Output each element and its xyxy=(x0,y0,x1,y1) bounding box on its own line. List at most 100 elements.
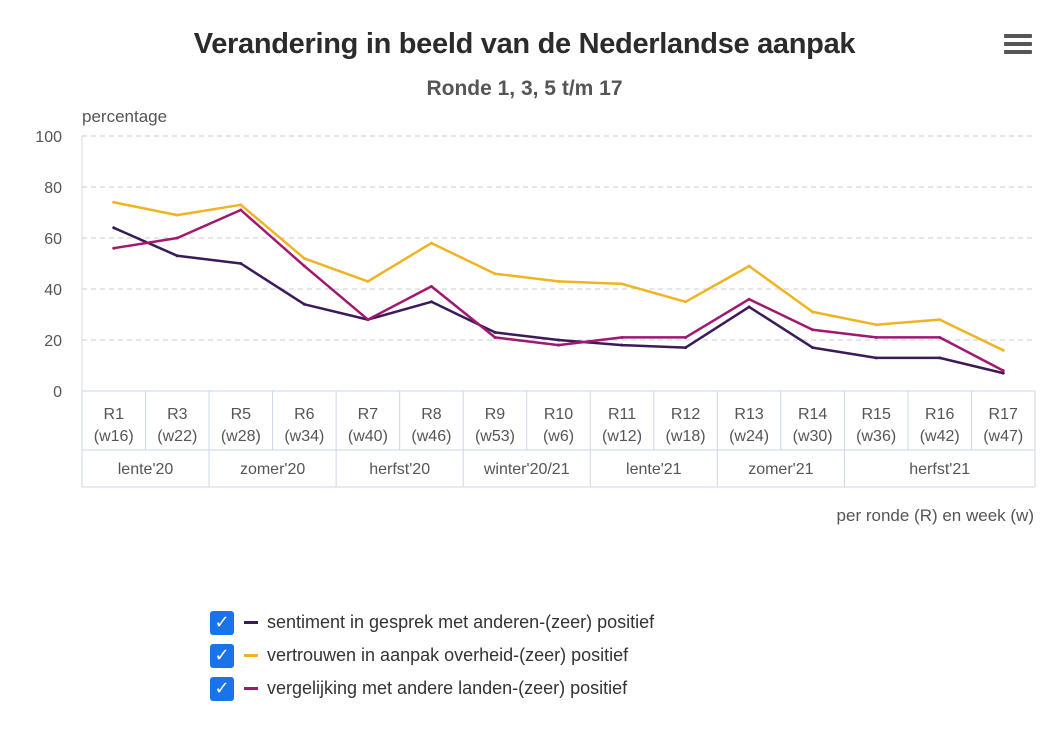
data-point xyxy=(302,302,306,306)
data-point xyxy=(112,226,116,230)
x-tick-round: R11 xyxy=(608,406,636,423)
data-point xyxy=(874,356,878,360)
data-point xyxy=(302,256,306,260)
data-point xyxy=(684,346,688,350)
data-point xyxy=(684,300,688,304)
legend-item-2[interactable]: ✓ vertrouwen in aanpak overheid-(zeer) po… xyxy=(210,639,654,672)
y-tick-label: 80 xyxy=(44,180,62,197)
x-tick-week: (w6) xyxy=(543,428,574,445)
series-line-1 xyxy=(112,226,1005,375)
chart-legend: ✓ sentiment in gesprek met anderen-(zeer)… xyxy=(210,606,654,705)
data-point xyxy=(366,279,370,283)
legend-item-3[interactable]: ✓ vergelijking met andere landen-(zeer) p… xyxy=(210,672,654,705)
data-point xyxy=(874,323,878,327)
legend-label: vergelijking met andere landen-(zeer) po… xyxy=(267,678,628,698)
data-point xyxy=(175,213,179,217)
chart-title: Verandering in beeld van de Nederlandse … xyxy=(193,28,856,60)
data-point xyxy=(493,330,497,334)
season-label: herfst'20 xyxy=(369,461,430,478)
data-point xyxy=(938,318,942,322)
x-tick-week: (w22) xyxy=(157,428,197,445)
x-tick-week: (w53) xyxy=(475,428,515,445)
data-point xyxy=(366,318,370,322)
data-point xyxy=(112,200,116,204)
season-label: zomer'21 xyxy=(748,461,813,478)
x-tick-round: R6 xyxy=(294,406,315,423)
data-point xyxy=(239,208,243,212)
line-chart: 0 20 40 60 80 100 R1 (w16) R3 (w22) R5 (w28) R6 (w34)… xyxy=(35,129,1036,488)
data-point xyxy=(811,328,815,332)
season-label: lente'20 xyxy=(118,461,174,478)
legend-swatch xyxy=(244,621,258,624)
x-tick-round: R1 xyxy=(104,406,125,423)
x-tick-round: R15 xyxy=(861,406,890,423)
x-tick-round: R10 xyxy=(544,406,573,423)
season-label: zomer'20 xyxy=(240,461,305,478)
season-label: winter'20/21 xyxy=(483,461,570,478)
x-tick-round: R5 xyxy=(231,406,252,423)
legend-item-1[interactable]: ✓ sentiment in gesprek met anderen-(zeer)… xyxy=(210,606,654,639)
x-tick-week: (w18) xyxy=(666,428,706,445)
data-point xyxy=(557,338,560,342)
x-tick-round: R3 xyxy=(167,406,188,423)
x-tick-round: R12 xyxy=(671,406,700,423)
x-tick-round: R17 xyxy=(989,406,1018,423)
x-axis-label: per ronde (R) en week (w) xyxy=(836,506,1034,525)
x-tick-week: (w30) xyxy=(793,428,833,445)
x-tick-round: R7 xyxy=(358,406,379,423)
data-point xyxy=(938,356,942,360)
legend-swatch xyxy=(244,687,258,690)
data-point xyxy=(1001,348,1005,352)
data-point xyxy=(239,203,243,207)
checkbox-checked-icon[interactable]: ✓ xyxy=(210,610,234,635)
x-tick-week: (w16) xyxy=(94,428,134,445)
data-point xyxy=(1001,371,1005,375)
data-point xyxy=(429,300,433,304)
x-tick-week: (w47) xyxy=(983,428,1023,445)
x-tick-round: R16 xyxy=(925,406,954,423)
data-point xyxy=(175,254,179,258)
data-point xyxy=(620,282,624,286)
legend-label: vertrouwen in aanpak overheid-(zeer) pos… xyxy=(267,645,629,665)
data-point xyxy=(811,346,815,350)
x-tick-week: (w34) xyxy=(284,428,324,445)
chart-subtitle: Ronde 1, 3, 5 t/m 17 xyxy=(426,77,623,100)
data-point xyxy=(620,343,624,347)
x-tick-week: (w42) xyxy=(920,428,960,445)
y-tick-label: 40 xyxy=(44,282,62,299)
series-line-2 xyxy=(112,201,1005,352)
hamburger-menu-icon[interactable] xyxy=(1004,34,1032,58)
x-tick-round: R13 xyxy=(734,406,763,423)
data-point xyxy=(684,335,688,339)
data-point xyxy=(112,246,116,250)
season-label: herfst'21 xyxy=(909,461,970,478)
data-point xyxy=(811,310,815,314)
data-point xyxy=(493,335,497,339)
data-point xyxy=(239,262,243,265)
data-point xyxy=(747,264,751,268)
season-label: lente'21 xyxy=(626,461,682,478)
data-point xyxy=(429,284,433,288)
x-tick-week: (w24) xyxy=(729,428,769,445)
data-point xyxy=(175,236,179,240)
data-point xyxy=(557,343,560,347)
x-tick-week: (w28) xyxy=(221,428,261,445)
data-point xyxy=(747,305,751,309)
data-point xyxy=(429,241,433,245)
checkbox-checked-icon[interactable]: ✓ xyxy=(210,676,234,701)
y-tick-label: 100 xyxy=(35,129,62,146)
data-point xyxy=(493,272,497,276)
legend-label: sentiment in gesprek met anderen-(zeer) … xyxy=(267,612,655,632)
data-point xyxy=(302,264,306,268)
data-point xyxy=(620,335,624,339)
x-tick-week: (w46) xyxy=(411,428,451,445)
y-tick-label: 60 xyxy=(44,231,62,248)
legend-swatch xyxy=(244,654,258,657)
x-tick-round: R14 xyxy=(798,406,827,423)
data-point xyxy=(1001,369,1005,373)
data-point xyxy=(747,297,751,301)
x-tick-week: (w12) xyxy=(602,428,642,445)
checkbox-checked-icon[interactable]: ✓ xyxy=(210,643,234,668)
y-tick-label: 20 xyxy=(44,333,62,350)
x-tick-week: (w36) xyxy=(856,428,896,445)
